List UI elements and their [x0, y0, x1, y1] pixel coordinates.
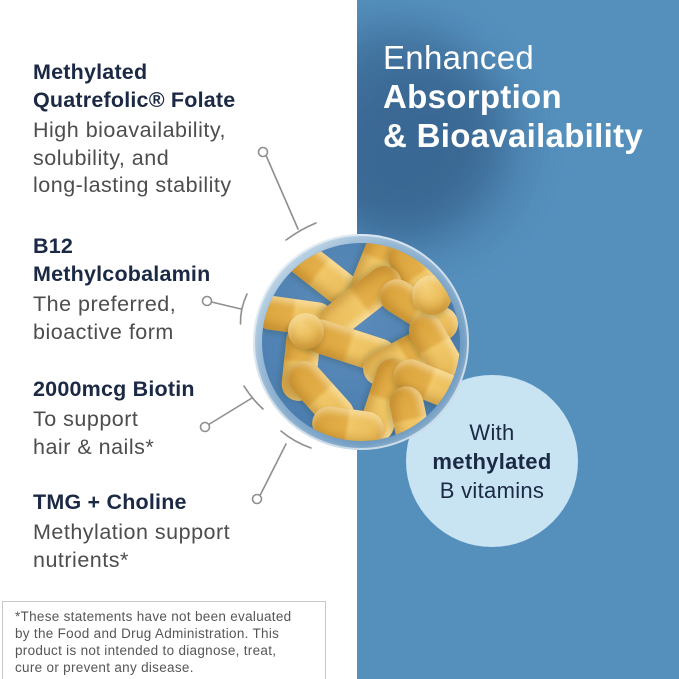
bowl-interior [262, 243, 460, 441]
callout-dot [257, 146, 269, 158]
panel-heading: Enhanced Absorption & Bioavailability [383, 38, 643, 155]
badge-line-3: B vitamins [439, 477, 545, 503]
feature-tmg-choline: TMG + Choline Methylation support nutrie… [33, 488, 230, 574]
feature-title: Methylated Quatrefolic® Folate [33, 60, 236, 112]
callout-dot [199, 421, 211, 433]
callout-folate [257, 146, 317, 241]
feature-biotin: 2000mcg Biotin To support hair & nails* [33, 375, 195, 461]
callout-biotin [199, 385, 264, 433]
badge-line-2: methylated [432, 448, 552, 474]
callout-dot [251, 493, 263, 505]
capsule [412, 275, 452, 315]
heading-line-light: Enhanced [383, 39, 535, 76]
disclaimer-text: *These statements have not been evaluate… [15, 609, 292, 675]
feature-title: 2000mcg Biotin [33, 377, 195, 401]
heading-lines-bold: Absorption & Bioavailability [383, 78, 644, 154]
feature-title: TMG + Choline [33, 490, 187, 514]
callout-tmg [251, 430, 312, 505]
feature-b12: B12 Methylcobalamin The preferred, bioac… [33, 232, 210, 346]
capsules-bowl-photo [253, 234, 469, 450]
capsule [288, 313, 324, 349]
feature-description: Methylation support nutrients* [33, 520, 231, 572]
feature-description: To support hair & nails* [33, 407, 155, 459]
feature-folate: Methylated Quatrefolic® Folate High bioa… [33, 58, 235, 200]
feature-description: High bioavailability, solubility, and lo… [33, 118, 232, 197]
feature-title: B12 Methylcobalamin [33, 234, 211, 286]
fda-disclaimer: *These statements have not been evaluate… [2, 601, 326, 679]
badge-line-1: With [469, 419, 515, 445]
blue-panel: Enhanced Absorption & Bioavailability Wit… [357, 0, 679, 679]
feature-description: The preferred, bioactive form [33, 292, 177, 344]
